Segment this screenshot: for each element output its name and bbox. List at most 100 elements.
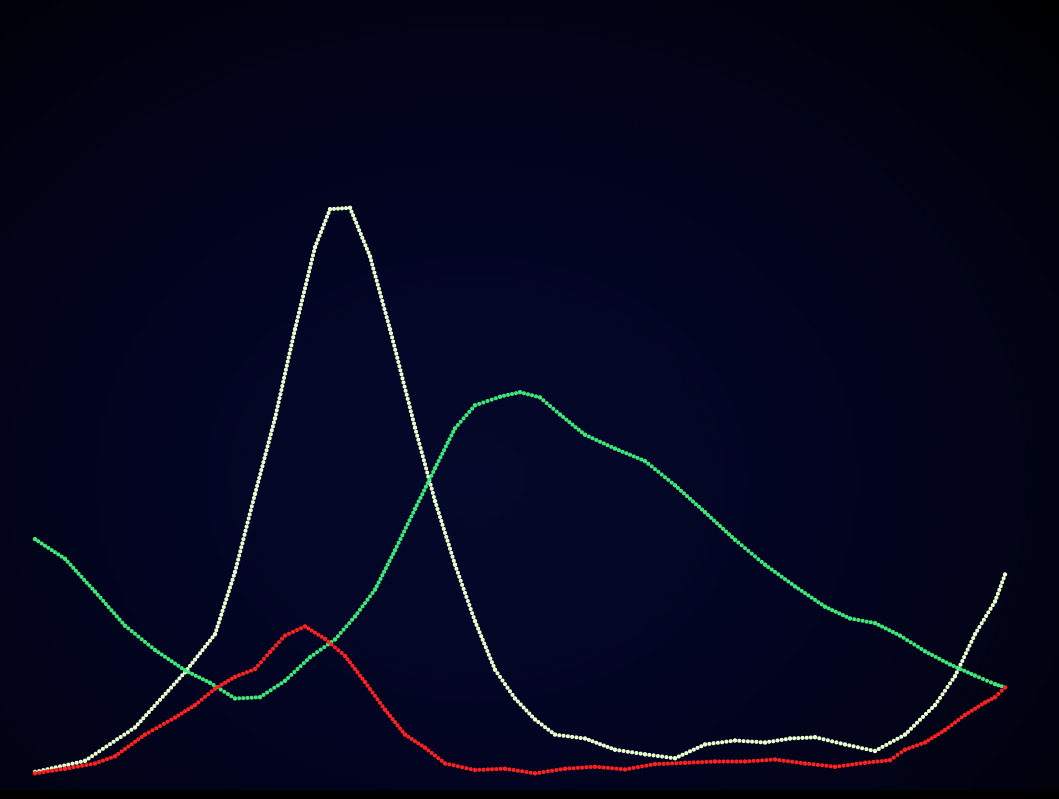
trace-dot <box>65 559 70 564</box>
data-point <box>902 732 908 737</box>
trace-dot <box>425 481 430 486</box>
trace-dot <box>977 675 981 680</box>
data-point <box>502 766 508 771</box>
trace-dot <box>498 674 502 679</box>
trace-dot <box>447 437 452 442</box>
trace-dot <box>946 725 951 730</box>
data-point <box>932 702 938 708</box>
trace-dot <box>398 726 402 731</box>
trace-dot <box>479 634 484 639</box>
trace-dot <box>350 663 355 668</box>
data-point <box>432 498 438 504</box>
trace-dot <box>616 448 621 453</box>
trace-dot <box>678 761 683 765</box>
data-point <box>82 758 88 763</box>
trace-dot <box>118 735 123 739</box>
trace-dot <box>747 759 752 764</box>
trace-dot <box>541 770 546 774</box>
trace-dot <box>360 604 365 609</box>
trace-dot <box>396 540 401 545</box>
trace-dot <box>463 590 467 595</box>
trace-dot <box>527 711 532 716</box>
trace-dot <box>412 421 416 426</box>
trace-dot <box>439 519 444 523</box>
data-point <box>762 740 768 745</box>
trace-dot <box>598 742 602 747</box>
trace-dot <box>494 767 499 772</box>
data-point <box>312 245 318 250</box>
trace-dot <box>718 524 722 528</box>
trace-dot <box>265 444 270 449</box>
trace-dot <box>393 720 397 725</box>
trace-dot <box>676 754 681 759</box>
trace-dot <box>851 744 856 749</box>
trace-dot <box>338 630 343 635</box>
trace-dot <box>287 631 291 636</box>
data-point <box>532 771 538 776</box>
trace-dot <box>396 360 401 364</box>
trace-dot <box>216 684 221 689</box>
data-point <box>342 653 348 659</box>
trace-dot <box>171 682 176 687</box>
trace-dot <box>37 770 42 775</box>
trace-dot <box>350 617 355 622</box>
trace-dot <box>255 483 260 488</box>
trace-dot <box>251 496 256 500</box>
trace-dot <box>364 246 369 251</box>
trace-dot <box>921 714 925 719</box>
trace-dot <box>634 751 639 755</box>
trace-dot <box>485 399 490 403</box>
trace-dot <box>303 286 307 291</box>
data-point <box>382 707 388 712</box>
trace-dot <box>798 760 803 765</box>
trace-dot <box>236 557 241 562</box>
trace-dot <box>933 654 938 659</box>
data-point <box>947 662 953 667</box>
trace-dot <box>339 651 344 655</box>
trace-dot <box>635 455 640 460</box>
trace-dot <box>371 266 376 271</box>
trace-dot <box>298 664 303 669</box>
trace-dot <box>545 769 550 774</box>
trace-dot <box>460 582 465 587</box>
data-point <box>682 760 688 765</box>
trace-dot <box>370 690 375 695</box>
trace-dot <box>306 626 311 631</box>
trace-dot <box>919 741 923 746</box>
trace-dot <box>811 762 816 767</box>
trace-dot <box>767 739 772 744</box>
trace-dot <box>590 436 595 441</box>
trace-dot <box>295 628 299 632</box>
data-point <box>842 742 848 747</box>
data-point <box>472 403 478 408</box>
trace-dot <box>912 642 917 647</box>
trace-dot <box>104 744 109 749</box>
trace-dot <box>477 630 482 635</box>
trace-dot <box>200 677 205 682</box>
trace-dot <box>847 743 852 748</box>
trace-dot <box>688 749 692 754</box>
trace-dot <box>971 636 976 641</box>
trace-dot <box>790 759 795 764</box>
trace-dot <box>58 764 62 769</box>
trace-dot <box>875 759 880 764</box>
trace-dot <box>274 643 278 648</box>
trace-dot <box>415 433 420 438</box>
trace-dot <box>445 440 450 445</box>
trace-dot <box>365 683 370 688</box>
trace-dot <box>423 462 427 467</box>
trace-dot <box>933 734 937 739</box>
trace-dot <box>443 444 448 449</box>
data-point <box>272 416 278 421</box>
trace-dot <box>820 763 825 768</box>
trace-dot <box>755 758 760 763</box>
trace-dot <box>518 702 523 707</box>
trace-dot <box>363 601 367 606</box>
data-point <box>302 624 308 629</box>
trace-dot <box>441 526 446 531</box>
trace-dot <box>773 569 777 574</box>
trace-dot <box>223 680 227 685</box>
trace-dot <box>319 634 324 639</box>
trace-dot <box>416 437 421 442</box>
trace-dot <box>298 306 302 311</box>
